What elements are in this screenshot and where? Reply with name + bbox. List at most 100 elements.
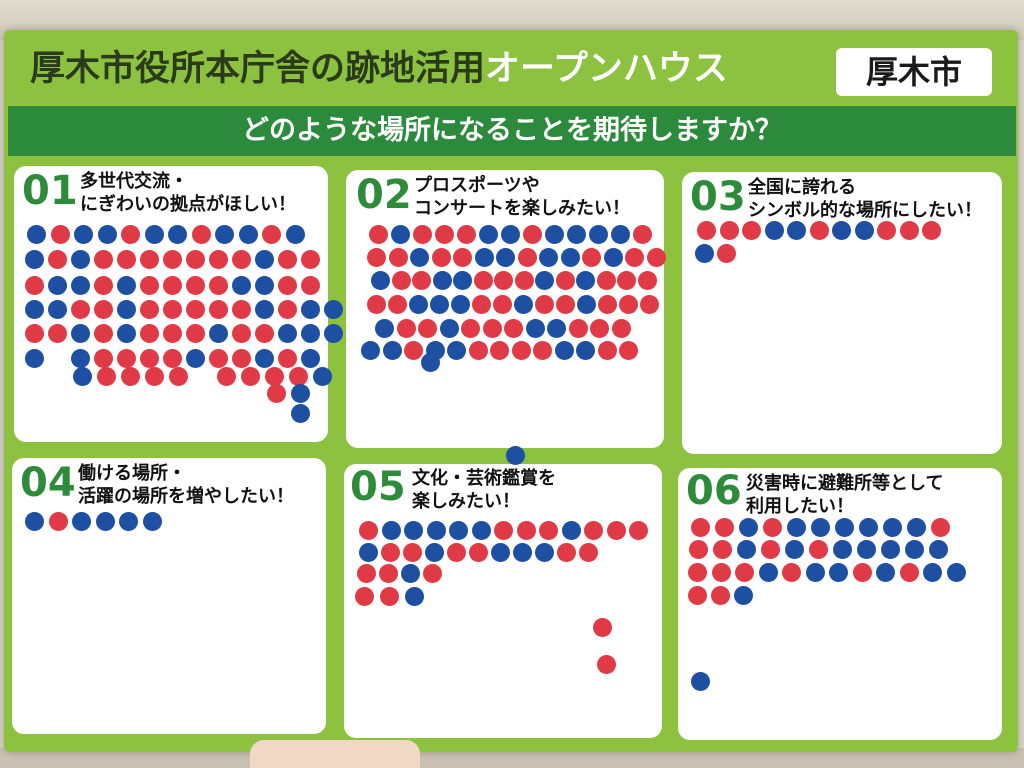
red-sticker [606, 521, 626, 540]
option-label-05-line1: 文化・芸術鑑賞を [412, 468, 556, 489]
blue-sticker [805, 563, 825, 582]
red-sticker [169, 367, 188, 386]
red-sticker [404, 341, 423, 360]
blue-sticker [278, 324, 297, 343]
hand-holding-poster [250, 740, 420, 768]
blue-sticker [291, 384, 310, 403]
blue-sticker [734, 586, 753, 605]
blue-sticker [501, 225, 520, 244]
blue-sticker [561, 521, 581, 540]
red-sticker [418, 319, 437, 338]
red-sticker [209, 300, 228, 319]
red-sticker [535, 295, 554, 314]
blue-sticker [739, 518, 758, 537]
red-sticker [94, 349, 113, 368]
red-sticker [468, 341, 488, 360]
red-sticker [217, 367, 236, 386]
blue-sticker [539, 248, 558, 267]
red-sticker [232, 300, 251, 319]
blue-sticker [97, 225, 117, 244]
red-sticker [782, 563, 801, 582]
red-sticker [899, 221, 919, 240]
blue-sticker [117, 300, 136, 319]
blue-sticker [545, 225, 564, 244]
blue-sticker [381, 521, 401, 540]
red-sticker [301, 250, 320, 269]
blue-sticker [491, 543, 510, 562]
red-sticker [412, 271, 431, 290]
red-sticker [646, 248, 666, 267]
red-sticker [517, 248, 537, 267]
red-sticker [557, 543, 576, 562]
blue-sticker [430, 295, 449, 314]
blue-sticker [255, 300, 274, 319]
red-sticker [413, 225, 432, 244]
blue-sticker [142, 512, 162, 531]
option-number-02: 02 [356, 172, 412, 218]
blue-sticker [255, 349, 274, 368]
red-sticker [267, 384, 286, 403]
red-sticker [763, 518, 782, 537]
red-sticker [742, 221, 761, 240]
blue-sticker [695, 244, 714, 263]
blue-sticker [881, 540, 900, 559]
blue-sticker [554, 341, 574, 360]
blue-sticker [425, 543, 444, 562]
red-sticker [50, 225, 70, 244]
blue-sticker [48, 276, 67, 295]
red-sticker [265, 367, 284, 386]
blue-sticker [453, 271, 472, 290]
red-sticker [922, 221, 941, 240]
option-label-01-line2: にぎわいの拠点がほしい！ [80, 194, 296, 215]
red-sticker [367, 295, 386, 314]
red-sticker [516, 521, 536, 540]
blue-sticker [496, 248, 515, 267]
red-sticker [255, 324, 274, 343]
blue-sticker [71, 250, 90, 269]
option-label-05-line2: 楽しみたい！ [412, 491, 520, 512]
red-sticker [140, 250, 159, 269]
option-number-01: 01 [22, 168, 78, 214]
blue-sticker [215, 225, 234, 244]
red-sticker [713, 540, 732, 559]
option-label-04-line1: 働ける場所・ [78, 463, 186, 484]
red-sticker [117, 250, 136, 269]
option-panel-06 [678, 468, 1002, 740]
red-sticker [278, 300, 297, 319]
blue-sticker [371, 271, 390, 290]
blue-sticker [291, 404, 310, 423]
blue-sticker [25, 300, 44, 319]
red-sticker [121, 225, 140, 244]
red-sticker [163, 250, 182, 269]
red-sticker [423, 564, 442, 583]
red-sticker [611, 319, 631, 338]
blue-sticker [117, 276, 136, 295]
poster-title-accent: オープンハウス [485, 49, 728, 89]
red-sticker [761, 540, 780, 559]
red-sticker [117, 349, 136, 368]
red-sticker [145, 367, 164, 386]
red-sticker [625, 248, 644, 267]
red-sticker [691, 518, 710, 537]
red-sticker [163, 324, 182, 343]
option-number-05: 05 [350, 464, 406, 510]
blue-sticker [787, 518, 806, 537]
blue-sticker [829, 563, 848, 582]
red-sticker [278, 250, 297, 269]
blue-sticker [409, 295, 428, 314]
red-sticker [523, 225, 542, 244]
blue-sticker [833, 540, 852, 559]
red-sticker [379, 564, 398, 583]
blue-sticker [577, 295, 596, 314]
blue-sticker [859, 518, 878, 537]
blue-sticker [832, 221, 851, 240]
blue-sticker [209, 324, 228, 343]
red-sticker [852, 563, 872, 582]
red-sticker [637, 271, 657, 290]
red-sticker [163, 349, 182, 368]
red-sticker [357, 564, 376, 583]
red-sticker [597, 341, 617, 360]
blue-sticker [404, 521, 423, 540]
blue-sticker [691, 672, 710, 691]
red-sticker [140, 300, 159, 319]
